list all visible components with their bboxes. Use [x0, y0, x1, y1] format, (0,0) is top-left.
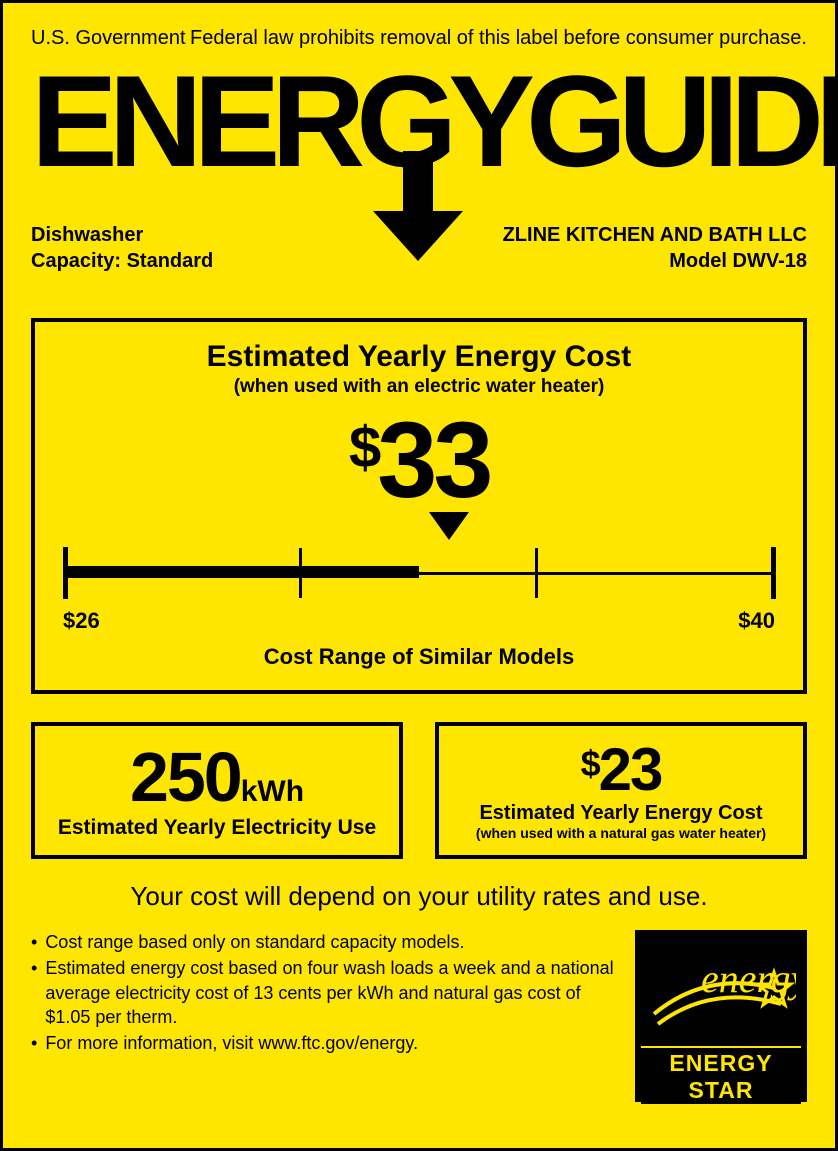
range-min: $26	[63, 608, 100, 634]
bullet-item: •For more information, visit www.ftc.gov…	[31, 1031, 615, 1055]
bullet-list: •Cost range based only on standard capac…	[31, 930, 615, 1102]
energy-star-icon: energy	[641, 936, 801, 1046]
logo: ENERGYGUIDE	[31, 56, 807, 226]
federal-law-notice: Federal law prohibits removal of this la…	[190, 27, 807, 50]
gas-label: Estimated Yearly Energy Cost	[449, 802, 793, 825]
range-max: $40	[738, 608, 775, 634]
cost-scale	[65, 544, 773, 604]
energy-star-text: ENERGY STAR	[641, 1046, 801, 1104]
gas-value: 23	[599, 736, 662, 803]
two-column-row: 250kWh Estimated Yearly Electricity Use …	[31, 722, 807, 859]
footer: •Cost range based only on standard capac…	[31, 930, 807, 1102]
pointer-triangle-icon	[429, 512, 469, 540]
main-cost-box: Estimated Yearly Energy Cost (when used …	[31, 318, 807, 694]
main-subtitle: (when used with an electric water heater…	[57, 376, 781, 398]
down-arrow-icon	[373, 151, 463, 271]
gas-sublabel: (when used with a natural gas water heat…	[449, 825, 793, 841]
bullet-item: •Estimated energy cost based on four was…	[31, 956, 615, 1029]
bullet-item: •Cost range based only on standard capac…	[31, 930, 615, 954]
kwh-value: 250	[130, 738, 241, 816]
kwh-label: Estimated Yearly Electricity Use	[45, 816, 389, 840]
kwh-unit: kWh	[241, 775, 304, 808]
product-capacity: Capacity: Standard	[31, 248, 213, 274]
range-row: $26 $40	[63, 608, 775, 634]
top-row: U.S. Government Federal law prohibits re…	[31, 27, 807, 50]
model-number: Model DWV-18	[503, 248, 807, 274]
gas-cost-box: $23 Estimated Yearly Energy Cost (when u…	[435, 722, 807, 859]
main-title: Estimated Yearly Energy Cost	[57, 340, 781, 374]
energyguide-label: U.S. Government Federal law prohibits re…	[0, 0, 838, 1151]
range-label: Cost Range of Similar Models	[57, 644, 781, 670]
main-cost: $33	[57, 406, 781, 514]
dollar-sign: $	[349, 415, 377, 480]
gas-dollar: $	[581, 743, 599, 784]
depends-text: Your cost will depend on your utility ra…	[31, 881, 807, 912]
cost-value: 33	[377, 399, 489, 520]
energy-star-badge: energy ENERGY STAR	[635, 930, 807, 1102]
kwh-box: 250kWh Estimated Yearly Electricity Use	[31, 722, 403, 859]
us-government: U.S. Government	[31, 27, 186, 50]
